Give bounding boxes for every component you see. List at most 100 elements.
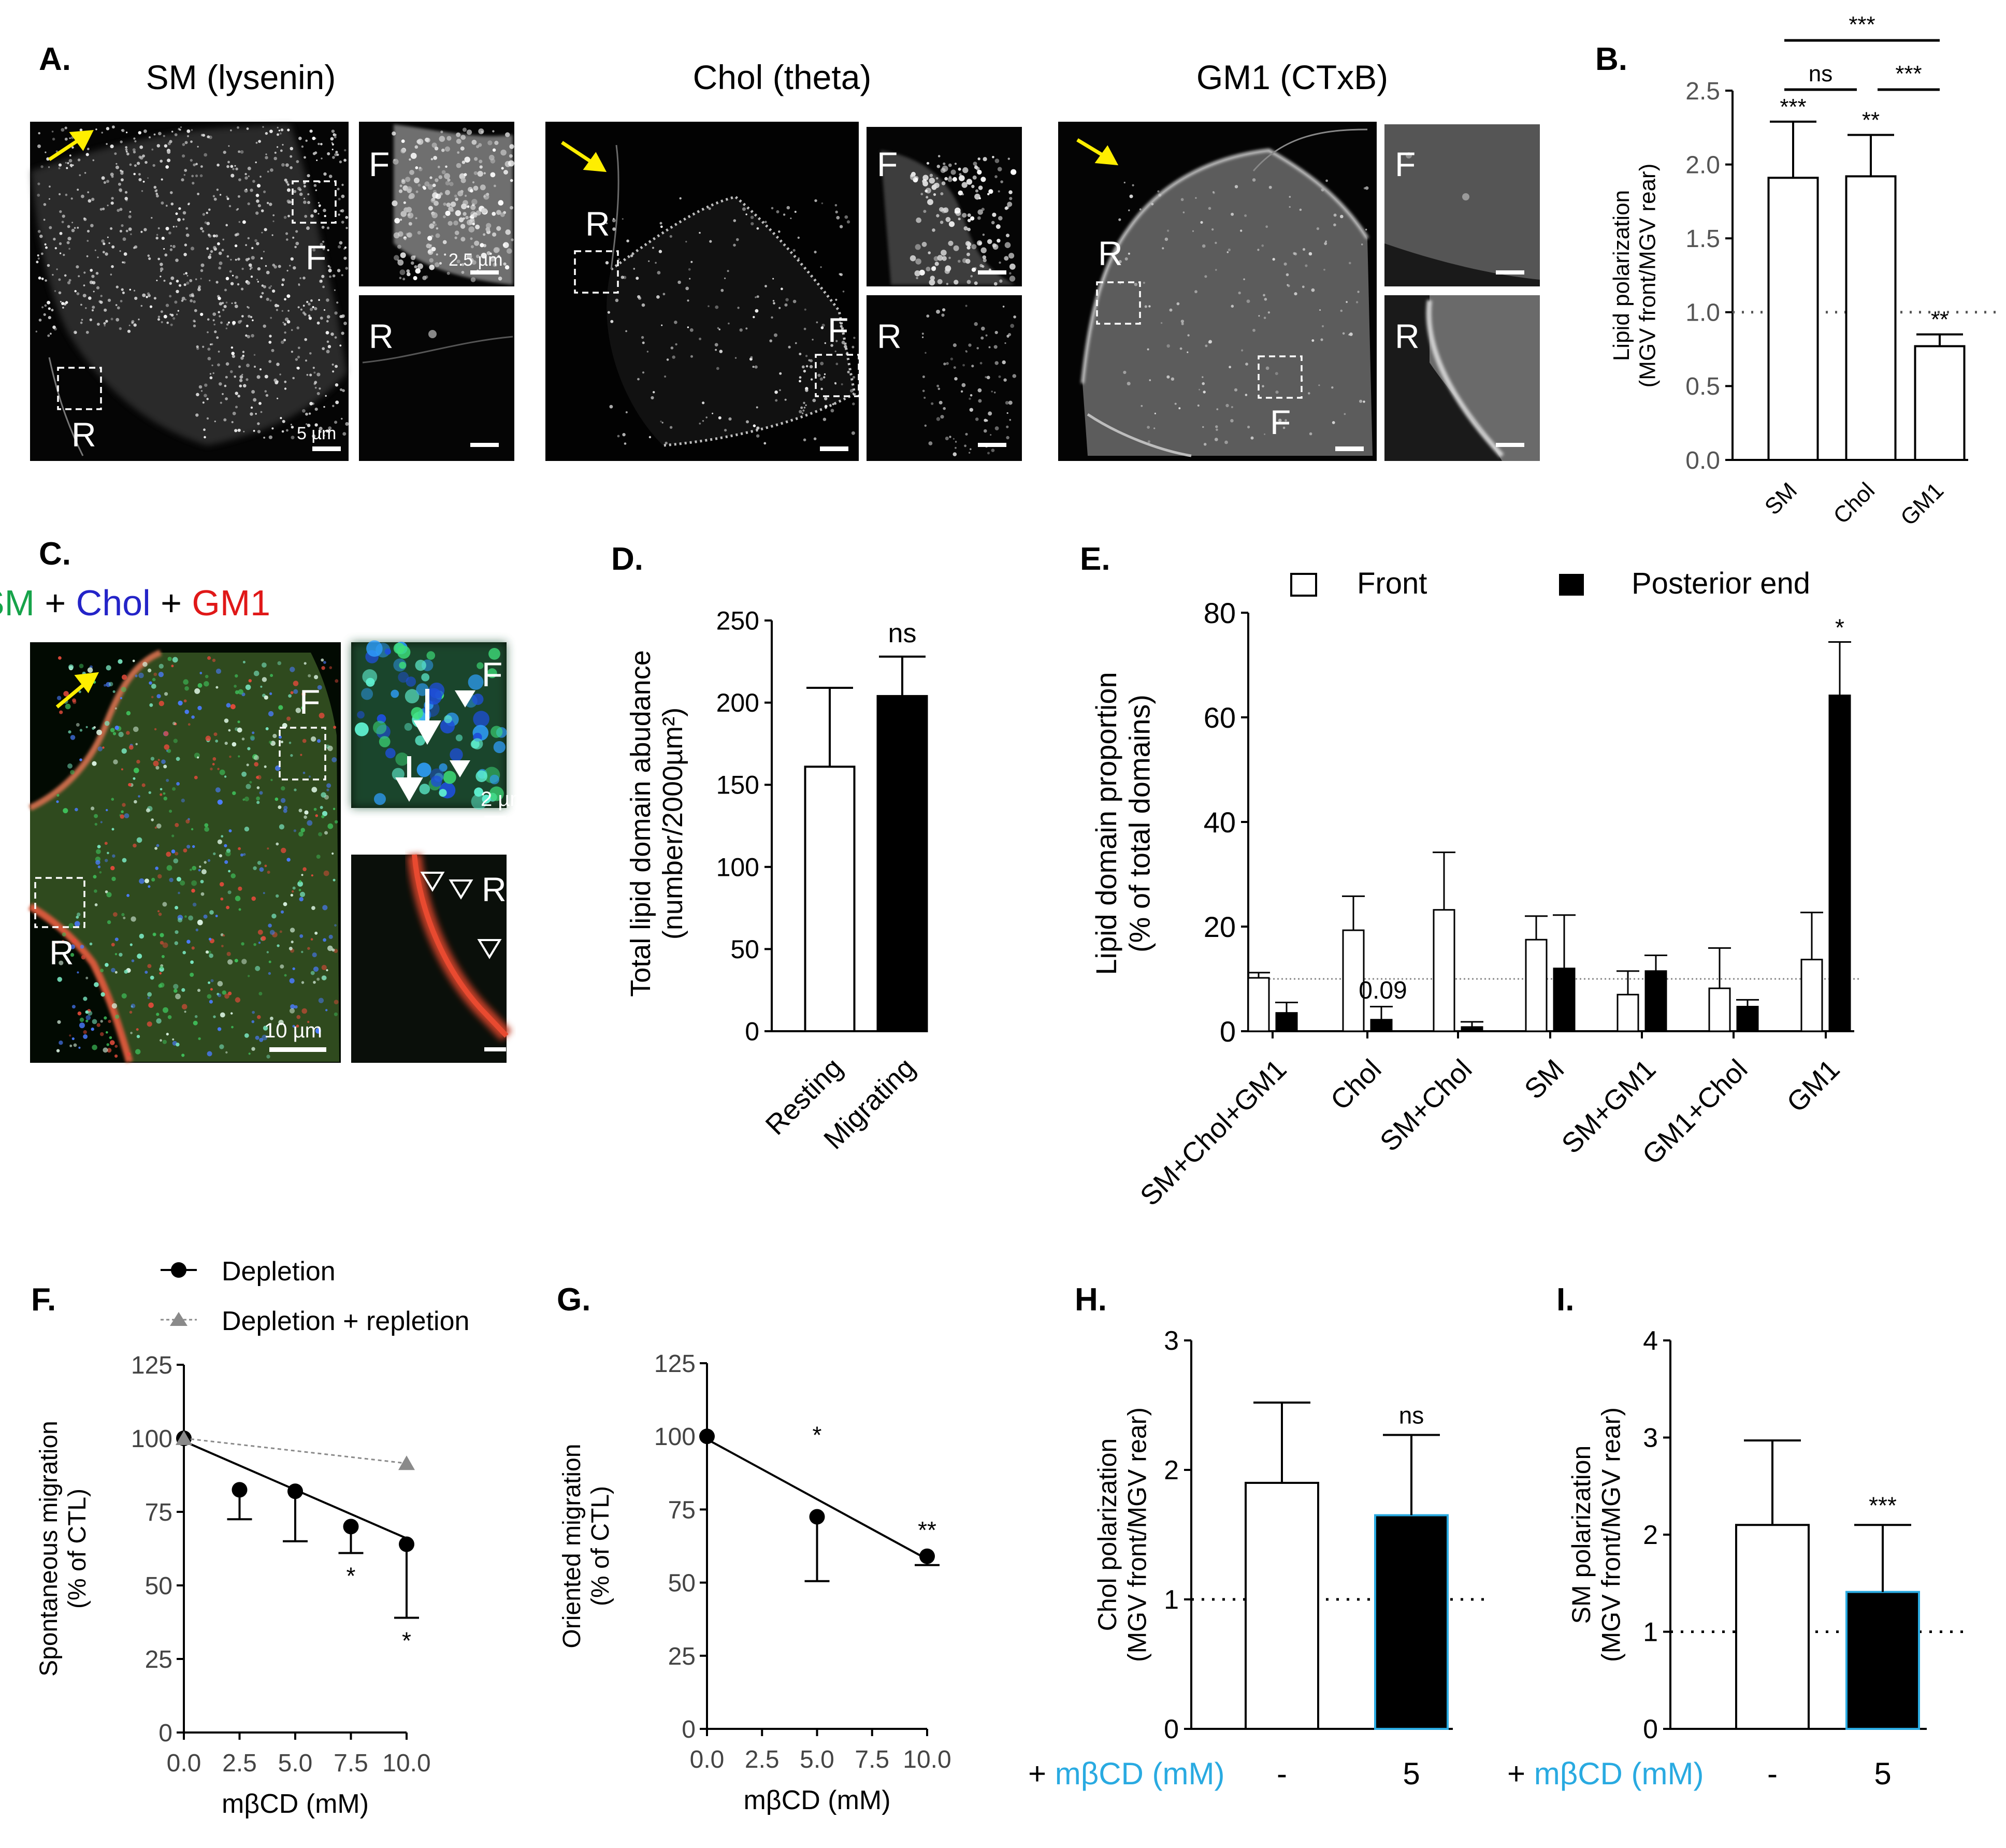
fluorescent-spot [330, 332, 334, 336]
fluorescent-spot [165, 304, 169, 307]
fluorescent-spot [840, 325, 843, 328]
fluorescent-spot [925, 352, 927, 354]
fluorescent-spot [125, 229, 128, 233]
fluorescent-spot [803, 438, 806, 442]
fluorescent-spot [959, 173, 962, 176]
fluorescent-spot [1344, 413, 1346, 415]
fluorescent-spot [161, 178, 163, 181]
fluorescent-spot [334, 421, 338, 424]
fluorescent-spot [128, 783, 132, 787]
fluorescent-spot [1171, 377, 1175, 381]
fluorescent-spot [262, 677, 267, 682]
fluorescent-spot [953, 452, 957, 456]
fluorescent-spot [230, 129, 232, 132]
fluorescent-spot [930, 276, 935, 281]
fluorescent-spot [237, 727, 242, 733]
gm1-inset-rear-letter: R [1395, 317, 1420, 355]
fluorescent-spot [312, 136, 316, 140]
fluorescent-spot [397, 645, 411, 659]
fluorescent-spot [300, 754, 302, 756]
fluorescent-spot [971, 244, 977, 250]
bar [1914, 345, 1966, 461]
fluorescent-spot [235, 690, 239, 695]
fluorescent-spot [423, 186, 427, 190]
fluorescent-spot [271, 427, 274, 430]
fluorescent-spot [483, 195, 486, 198]
fluorescent-spot [230, 346, 234, 349]
fluorescent-spot [345, 227, 348, 229]
fit-line [706, 1438, 928, 1561]
fluorescent-spot [70, 944, 75, 949]
fluorescent-spot [302, 305, 305, 307]
fluorescent-spot [209, 253, 211, 256]
fluorescent-spot [463, 212, 467, 216]
fluorescent-spot [129, 1010, 133, 1014]
fluorescent-spot [1214, 438, 1218, 441]
fluorescent-spot [224, 860, 228, 864]
fluorescent-spot [321, 225, 325, 229]
fluorescent-spot [460, 224, 466, 229]
fluorescent-spot [312, 248, 316, 252]
y-tick-label: 125 [131, 1352, 172, 1379]
fluorescent-spot [296, 160, 299, 163]
fluorescent-spot [166, 1033, 169, 1036]
fluorescent-spot [286, 294, 291, 298]
fluorescent-spot [176, 280, 179, 283]
y-tick-label: 75 [145, 1499, 172, 1526]
fluorescent-spot [163, 792, 166, 795]
fluorescent-spot [234, 685, 237, 688]
fluorescent-spot [238, 847, 241, 850]
fluorescent-spot [1148, 305, 1151, 308]
fluorescent-spot [158, 672, 164, 677]
merge-inset-scale-label: 2 µm [481, 788, 527, 811]
fluorescent-spot [460, 135, 466, 140]
fluorescent-spot [44, 243, 47, 246]
fluorescent-spot [40, 165, 44, 168]
fluorescent-spot [642, 371, 645, 374]
fluorescent-spot [309, 401, 313, 406]
fluorescent-spot [106, 127, 110, 131]
fluorescent-spot [839, 322, 842, 324]
fluorescent-spot [456, 163, 461, 168]
fluorescent-spot [56, 696, 62, 700]
fluorescent-spot [171, 131, 174, 133]
fluorescent-spot [941, 208, 947, 213]
fluorescent-spot [685, 286, 689, 291]
fluorescent-spot [397, 259, 404, 266]
fluorescent-spot [79, 729, 83, 732]
i-ylabel-1: (MGV front/MGV rear) [1597, 1407, 1626, 1662]
fluorescent-spot [117, 306, 120, 310]
fluorescent-spot [134, 245, 138, 249]
fluorescent-spot [223, 418, 227, 422]
fluorescent-spot [283, 805, 288, 810]
fluorescent-spot [978, 185, 983, 190]
fluorescent-spot [281, 340, 284, 344]
fluorescent-spot [290, 691, 294, 695]
fluorescent-spot [101, 132, 103, 134]
fluorescent-spot [293, 681, 299, 686]
fluorescent-spot [204, 861, 207, 864]
fluorescent-spot [403, 201, 407, 204]
fluorescent-spot [841, 383, 843, 385]
fluorescent-spot [474, 240, 480, 246]
fluorescent-spot [820, 326, 824, 329]
fluorescent-spot [334, 153, 338, 156]
fluorescent-spot [133, 726, 139, 732]
fluorescent-spot [194, 309, 197, 312]
fluorescent-spot [393, 158, 399, 165]
fluorescent-spot [79, 758, 82, 761]
fluorescent-spot [622, 433, 626, 437]
fluorescent-spot [291, 436, 295, 440]
fluorescent-spot [213, 323, 216, 326]
fluorescent-spot [981, 326, 985, 331]
fluorescent-spot [637, 378, 640, 381]
fluorescent-spot [988, 411, 992, 416]
fluorescent-spot [304, 197, 305, 199]
legend-front-label: Front [1357, 567, 1427, 600]
fluorescent-spot [1200, 221, 1203, 224]
fluorescent-spot [206, 211, 208, 214]
micrograph-gm1-main [1058, 122, 1377, 461]
fluorescent-spot [174, 989, 178, 993]
bracket-label: *** [1849, 12, 1875, 37]
fluorescent-spot [475, 770, 487, 782]
